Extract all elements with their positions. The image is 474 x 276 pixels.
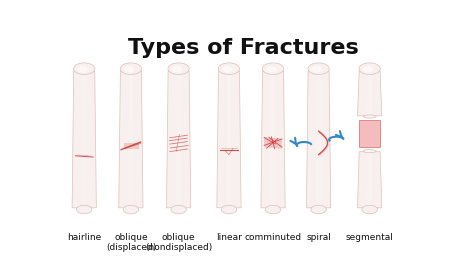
Ellipse shape <box>363 115 376 118</box>
Polygon shape <box>227 71 231 208</box>
Ellipse shape <box>171 205 186 214</box>
Ellipse shape <box>222 66 233 73</box>
Polygon shape <box>271 71 275 208</box>
Ellipse shape <box>363 150 376 153</box>
Polygon shape <box>82 71 87 208</box>
Ellipse shape <box>168 63 189 75</box>
Text: oblique
(displaced): oblique (displaced) <box>106 233 156 252</box>
Polygon shape <box>367 71 372 116</box>
Polygon shape <box>217 71 241 208</box>
Polygon shape <box>166 71 191 208</box>
Ellipse shape <box>365 150 372 152</box>
Ellipse shape <box>266 66 277 73</box>
Polygon shape <box>357 152 382 208</box>
Polygon shape <box>359 120 380 147</box>
Text: Types of Fractures: Types of Fractures <box>128 38 358 59</box>
Ellipse shape <box>120 63 142 75</box>
Ellipse shape <box>308 63 329 75</box>
Polygon shape <box>119 71 143 208</box>
Ellipse shape <box>76 205 92 214</box>
Polygon shape <box>367 152 372 208</box>
Polygon shape <box>124 143 139 149</box>
Polygon shape <box>316 71 321 208</box>
Polygon shape <box>357 71 382 116</box>
Text: comminuted: comminuted <box>245 233 301 242</box>
Polygon shape <box>128 71 133 208</box>
Ellipse shape <box>219 63 240 75</box>
Text: spiral: spiral <box>306 233 331 242</box>
Polygon shape <box>72 71 96 208</box>
Ellipse shape <box>311 66 322 73</box>
Ellipse shape <box>123 205 138 214</box>
Text: linear: linear <box>216 233 242 242</box>
Ellipse shape <box>311 205 326 214</box>
Ellipse shape <box>359 63 380 75</box>
Ellipse shape <box>172 66 182 73</box>
Polygon shape <box>176 71 181 208</box>
Ellipse shape <box>73 63 95 75</box>
Polygon shape <box>261 71 285 208</box>
Ellipse shape <box>124 66 135 73</box>
Polygon shape <box>307 71 331 208</box>
Ellipse shape <box>363 66 374 73</box>
Ellipse shape <box>362 205 377 214</box>
Text: segmental: segmental <box>346 233 393 242</box>
Ellipse shape <box>265 205 281 214</box>
Polygon shape <box>264 137 282 149</box>
Text: oblique
(nondisplaced): oblique (nondisplaced) <box>145 233 212 252</box>
Ellipse shape <box>77 66 88 73</box>
Ellipse shape <box>263 63 284 75</box>
Text: hairline: hairline <box>67 233 101 242</box>
Ellipse shape <box>221 205 237 214</box>
